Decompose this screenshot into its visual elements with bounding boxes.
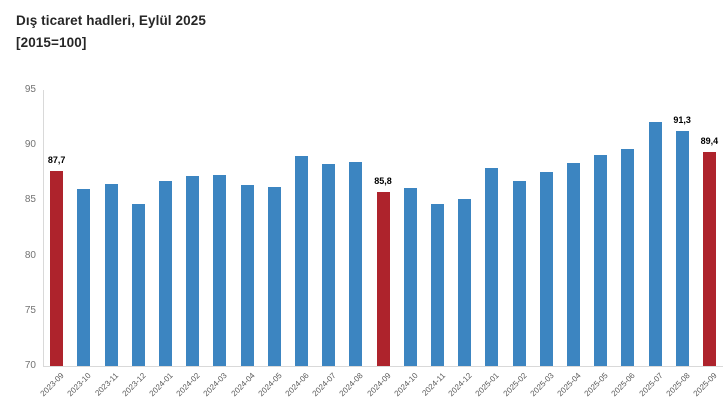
- bar-2024-07: [322, 163, 336, 366]
- x-tick-label-2024-06: 2024-06: [283, 371, 311, 399]
- bar-2024-08: [349, 161, 363, 366]
- x-tick-label-2025-08: 2025-08: [664, 371, 692, 399]
- bar-2024-06: [294, 156, 308, 366]
- x-tick-label-2024-11: 2024-11: [420, 371, 447, 398]
- bar-2025-07: [648, 122, 662, 366]
- bar-2025-01: [485, 168, 499, 366]
- bar-2024-11: [430, 203, 444, 366]
- bar-2025-05: [594, 155, 608, 366]
- chart-subtitle: [2015=100]: [16, 35, 87, 50]
- x-tick-label-2024-12: 2024-12: [446, 371, 474, 399]
- chart-title: Dış ticaret hadleri, Eylül 2025: [16, 13, 206, 28]
- x-tick-label-2025-07: 2025-07: [637, 371, 665, 399]
- x-tick-label-2023-11: 2023-11: [93, 371, 121, 398]
- bar-2023-11: [104, 183, 118, 366]
- x-tick-label-2024-10: 2024-10: [392, 371, 420, 399]
- x-tick-label-2023-09: 2023-09: [38, 371, 66, 399]
- y-tick-label: 70: [24, 360, 36, 371]
- bar-2023-09: [50, 170, 64, 366]
- bar-2023-12: [131, 203, 145, 366]
- bar-2024-05: [267, 187, 281, 366]
- x-tick-label-2025-04: 2025-04: [555, 371, 583, 399]
- bar-2024-01: [158, 180, 172, 366]
- x-tick-label-2024-03: 2024-03: [202, 371, 230, 399]
- x-tick-label-2025-02: 2025-02: [501, 371, 529, 399]
- x-tick-label-2023-12: 2023-12: [120, 371, 148, 399]
- x-tick-label-2024-04: 2024-04: [229, 371, 257, 399]
- y-tick-label: 95: [24, 84, 36, 95]
- bar-2025-06: [621, 148, 635, 366]
- bar-2024-02: [186, 176, 200, 366]
- x-tick-label-2023-10: 2023-10: [66, 371, 94, 399]
- bar-2024-03: [213, 175, 227, 366]
- bar-2023-10: [77, 189, 91, 366]
- x-tick-label-2024-08: 2024-08: [338, 371, 366, 399]
- value-label-2025-09: 89,4: [700, 135, 719, 146]
- x-tick-label-2024-05: 2024-05: [256, 371, 284, 399]
- x-tick-label-2025-05: 2025-05: [582, 371, 610, 399]
- bar-2024-09: [376, 191, 390, 366]
- y-tick-label: 75: [24, 304, 36, 316]
- x-tick-label-2025-01: 2025-01: [474, 371, 502, 399]
- x-tick-label-2024-09: 2024-09: [365, 371, 393, 399]
- y-tick-label: 90: [24, 139, 36, 151]
- x-tick-label-2025-09: 2025-09: [691, 371, 719, 399]
- bar-2024-12: [458, 199, 472, 366]
- value-label-2025-08: 91,3: [673, 114, 691, 125]
- value-label-2024-09: 85,8: [374, 175, 392, 186]
- bar-2024-04: [240, 184, 254, 366]
- x-tick-label-2024-07: 2024-07: [310, 371, 338, 399]
- bar-2025-09: [702, 151, 716, 366]
- y-tick-label: 85: [24, 194, 36, 206]
- x-tick-label-2025-06: 2025-06: [610, 371, 638, 399]
- value-label-2023-09: 87,7: [47, 154, 66, 165]
- bar-2025-02: [512, 180, 526, 366]
- x-tick-label-2025-03: 2025-03: [528, 371, 556, 399]
- bar-2025-04: [566, 162, 580, 366]
- y-tick-label: 80: [24, 249, 36, 261]
- x-tick-label-2024-01: 2024-01: [147, 371, 175, 399]
- bar-2024-10: [403, 188, 417, 366]
- x-tick-label-2024-02: 2024-02: [174, 371, 202, 399]
- bar-2025-08: [675, 130, 689, 366]
- plot-area: [43, 90, 723, 367]
- bar-2025-03: [539, 171, 553, 366]
